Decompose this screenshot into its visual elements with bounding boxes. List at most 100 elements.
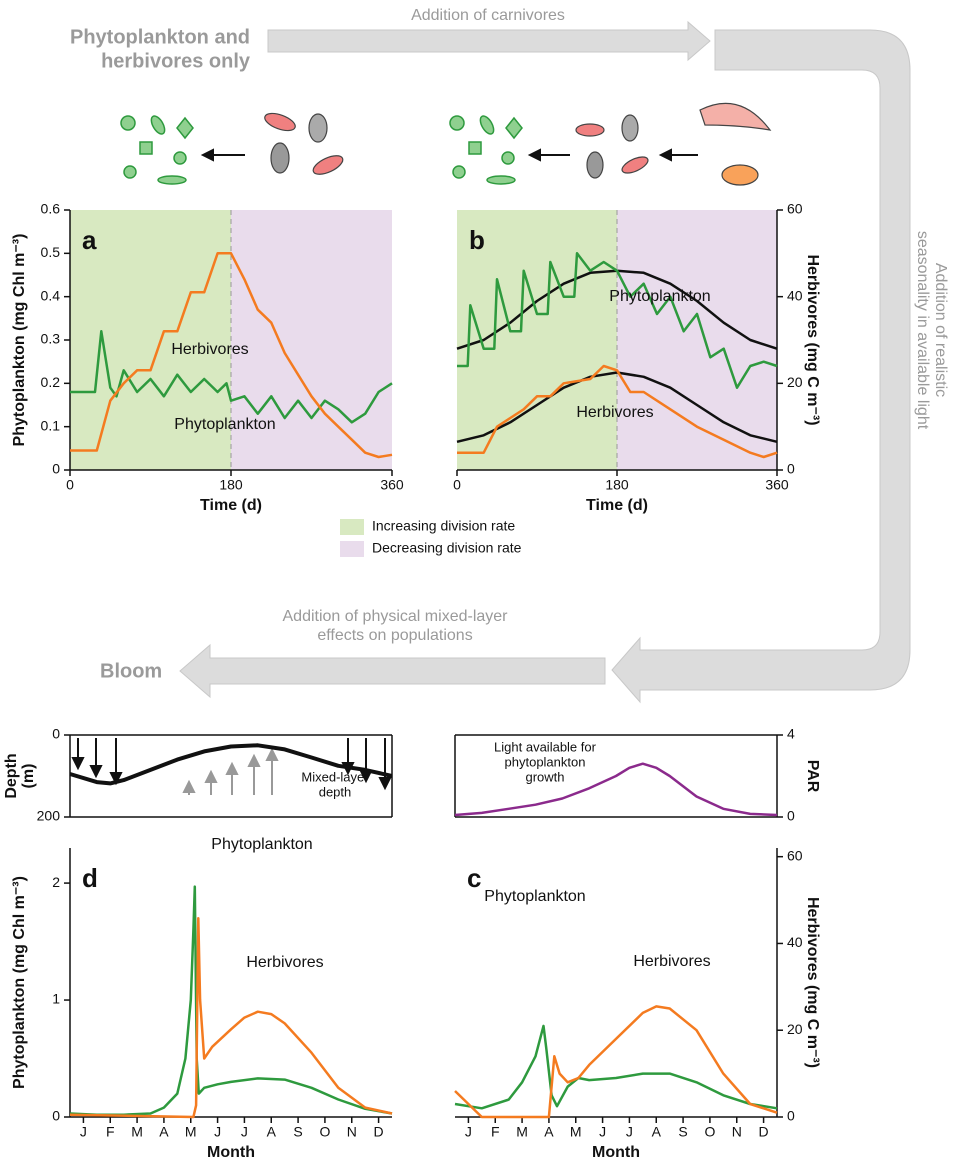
start-label: herbivores only xyxy=(101,50,251,72)
panel-label: d xyxy=(82,863,98,893)
x-tick-label: M xyxy=(185,1124,197,1140)
data-line xyxy=(454,762,778,817)
step-label: Addition of physical mixed-layer xyxy=(283,608,509,625)
x-tick-label: J xyxy=(214,1124,221,1140)
x-tick-label: 180 xyxy=(219,477,243,493)
data-line xyxy=(70,252,393,459)
y-tick-label: 40 xyxy=(787,934,803,950)
series-label: Herbivores xyxy=(576,404,653,421)
y-tick-label: 0 xyxy=(787,808,795,824)
data-line xyxy=(454,1005,778,1119)
x-tick-label: F xyxy=(491,1124,500,1140)
x-tick-label: J xyxy=(241,1124,248,1140)
y-tick-label: 20 xyxy=(787,374,803,390)
x-tick-label: F xyxy=(106,1124,115,1140)
x-tick-label: J xyxy=(465,1124,472,1140)
x-axis-title: Time (d) xyxy=(586,497,648,514)
x-tick-label: O xyxy=(704,1124,715,1140)
bloom-label: Bloom xyxy=(100,660,162,682)
x-tick-label: M xyxy=(516,1124,528,1140)
x-tick-label: 360 xyxy=(765,477,789,493)
data-line xyxy=(69,885,393,1116)
data-line xyxy=(454,1024,778,1110)
x-tick-label: S xyxy=(293,1124,302,1140)
y-tick-label: 0.5 xyxy=(41,244,61,260)
x-axis-title: Time (d) xyxy=(200,497,262,514)
y-tick-label: 0 xyxy=(52,1108,60,1124)
series-label: Phytoplankton xyxy=(211,836,312,853)
y-tick-label: 2 xyxy=(52,874,60,890)
y-tick-label: 20 xyxy=(787,1021,803,1037)
x-tick-label: S xyxy=(678,1124,687,1140)
arrow xyxy=(267,20,711,62)
annotation: Mixed-layer xyxy=(301,769,369,784)
y-tick-label: 0 xyxy=(52,726,60,742)
y-axis-title: Phytoplankton (mg Chl m⁻³) xyxy=(11,234,28,447)
series-label: Phytoplankton xyxy=(484,888,585,905)
x-tick-label: J xyxy=(80,1124,87,1140)
step-label: Addition of carnivores xyxy=(411,7,565,24)
x-tick-label: M xyxy=(131,1124,143,1140)
y-tick-label: 0 xyxy=(787,461,795,477)
y-tick-label: 0.2 xyxy=(41,374,61,390)
x-tick-label: N xyxy=(347,1124,357,1140)
data-line xyxy=(457,252,778,389)
start-label: Phytoplankton and xyxy=(70,26,250,48)
x-tick-label: J xyxy=(599,1124,606,1140)
series-label: Herbivores xyxy=(246,954,323,971)
annotation: Light available for xyxy=(494,739,597,754)
annotation: growth xyxy=(525,769,564,784)
y-axis-title: Herbivores (mg C m⁻³) xyxy=(804,897,821,1068)
x-tick-label: 180 xyxy=(605,477,629,493)
region xyxy=(231,210,392,470)
y-tick-label: 40 xyxy=(787,287,803,303)
legend-label: Increasing division rate xyxy=(372,518,515,534)
series-label: Phytoplankton xyxy=(609,288,710,305)
x-tick-label: 0 xyxy=(453,477,461,493)
legend-swatch xyxy=(340,541,364,557)
y-tick-label: 0 xyxy=(787,1108,795,1124)
series-label: Phytoplankton xyxy=(174,416,275,433)
data-line xyxy=(69,743,393,786)
legend-swatch xyxy=(340,519,364,535)
step-label: effects on populations xyxy=(317,627,472,644)
step-label: Addition of realistic xyxy=(932,263,949,397)
x-tick-label: A xyxy=(652,1124,662,1140)
panel-label: c xyxy=(467,863,481,893)
y-axis-title: Depth xyxy=(3,753,20,798)
y-tick-label: 0.3 xyxy=(41,331,61,347)
panel-label: b xyxy=(469,225,485,255)
flow-arrows xyxy=(179,20,911,704)
y-axis-title: Phytoplankton (mg Chl m⁻³) xyxy=(11,876,28,1089)
y-tick-label: 200 xyxy=(37,808,61,824)
annotation: depth xyxy=(319,784,352,799)
y-tick-label: 0.1 xyxy=(41,417,61,433)
x-tick-label: M xyxy=(570,1124,582,1140)
data-line xyxy=(457,364,778,459)
x-tick-label: A xyxy=(544,1124,554,1140)
panel-label: a xyxy=(82,225,97,255)
x-tick-label: 0 xyxy=(66,477,74,493)
series-label: Herbivores xyxy=(633,953,710,970)
y-axis-title: PAR xyxy=(804,760,821,793)
y-axis-title: Herbivores (mg C m⁻³) xyxy=(804,254,821,425)
y-tick-label: 0 xyxy=(52,461,60,477)
x-axis-title: Month xyxy=(592,1144,640,1161)
x-axis-title: Month xyxy=(207,1144,255,1161)
region xyxy=(70,210,231,470)
x-tick-label: D xyxy=(374,1124,384,1140)
y-axis-title: (m) xyxy=(20,764,37,789)
series-label: Herbivores xyxy=(171,341,248,358)
food-arrows xyxy=(200,148,698,162)
herbivore-icons xyxy=(264,102,772,186)
x-tick-label: 360 xyxy=(380,477,404,493)
x-tick-label: N xyxy=(732,1124,742,1140)
data-line xyxy=(69,916,393,1119)
x-tick-label: D xyxy=(759,1124,769,1140)
organism-icons xyxy=(120,115,523,185)
y-tick-label: 60 xyxy=(787,201,803,217)
legend-label: Decreasing division rate xyxy=(372,540,522,556)
x-tick-label: J xyxy=(626,1124,633,1140)
y-tick-label: 0.6 xyxy=(41,201,61,217)
